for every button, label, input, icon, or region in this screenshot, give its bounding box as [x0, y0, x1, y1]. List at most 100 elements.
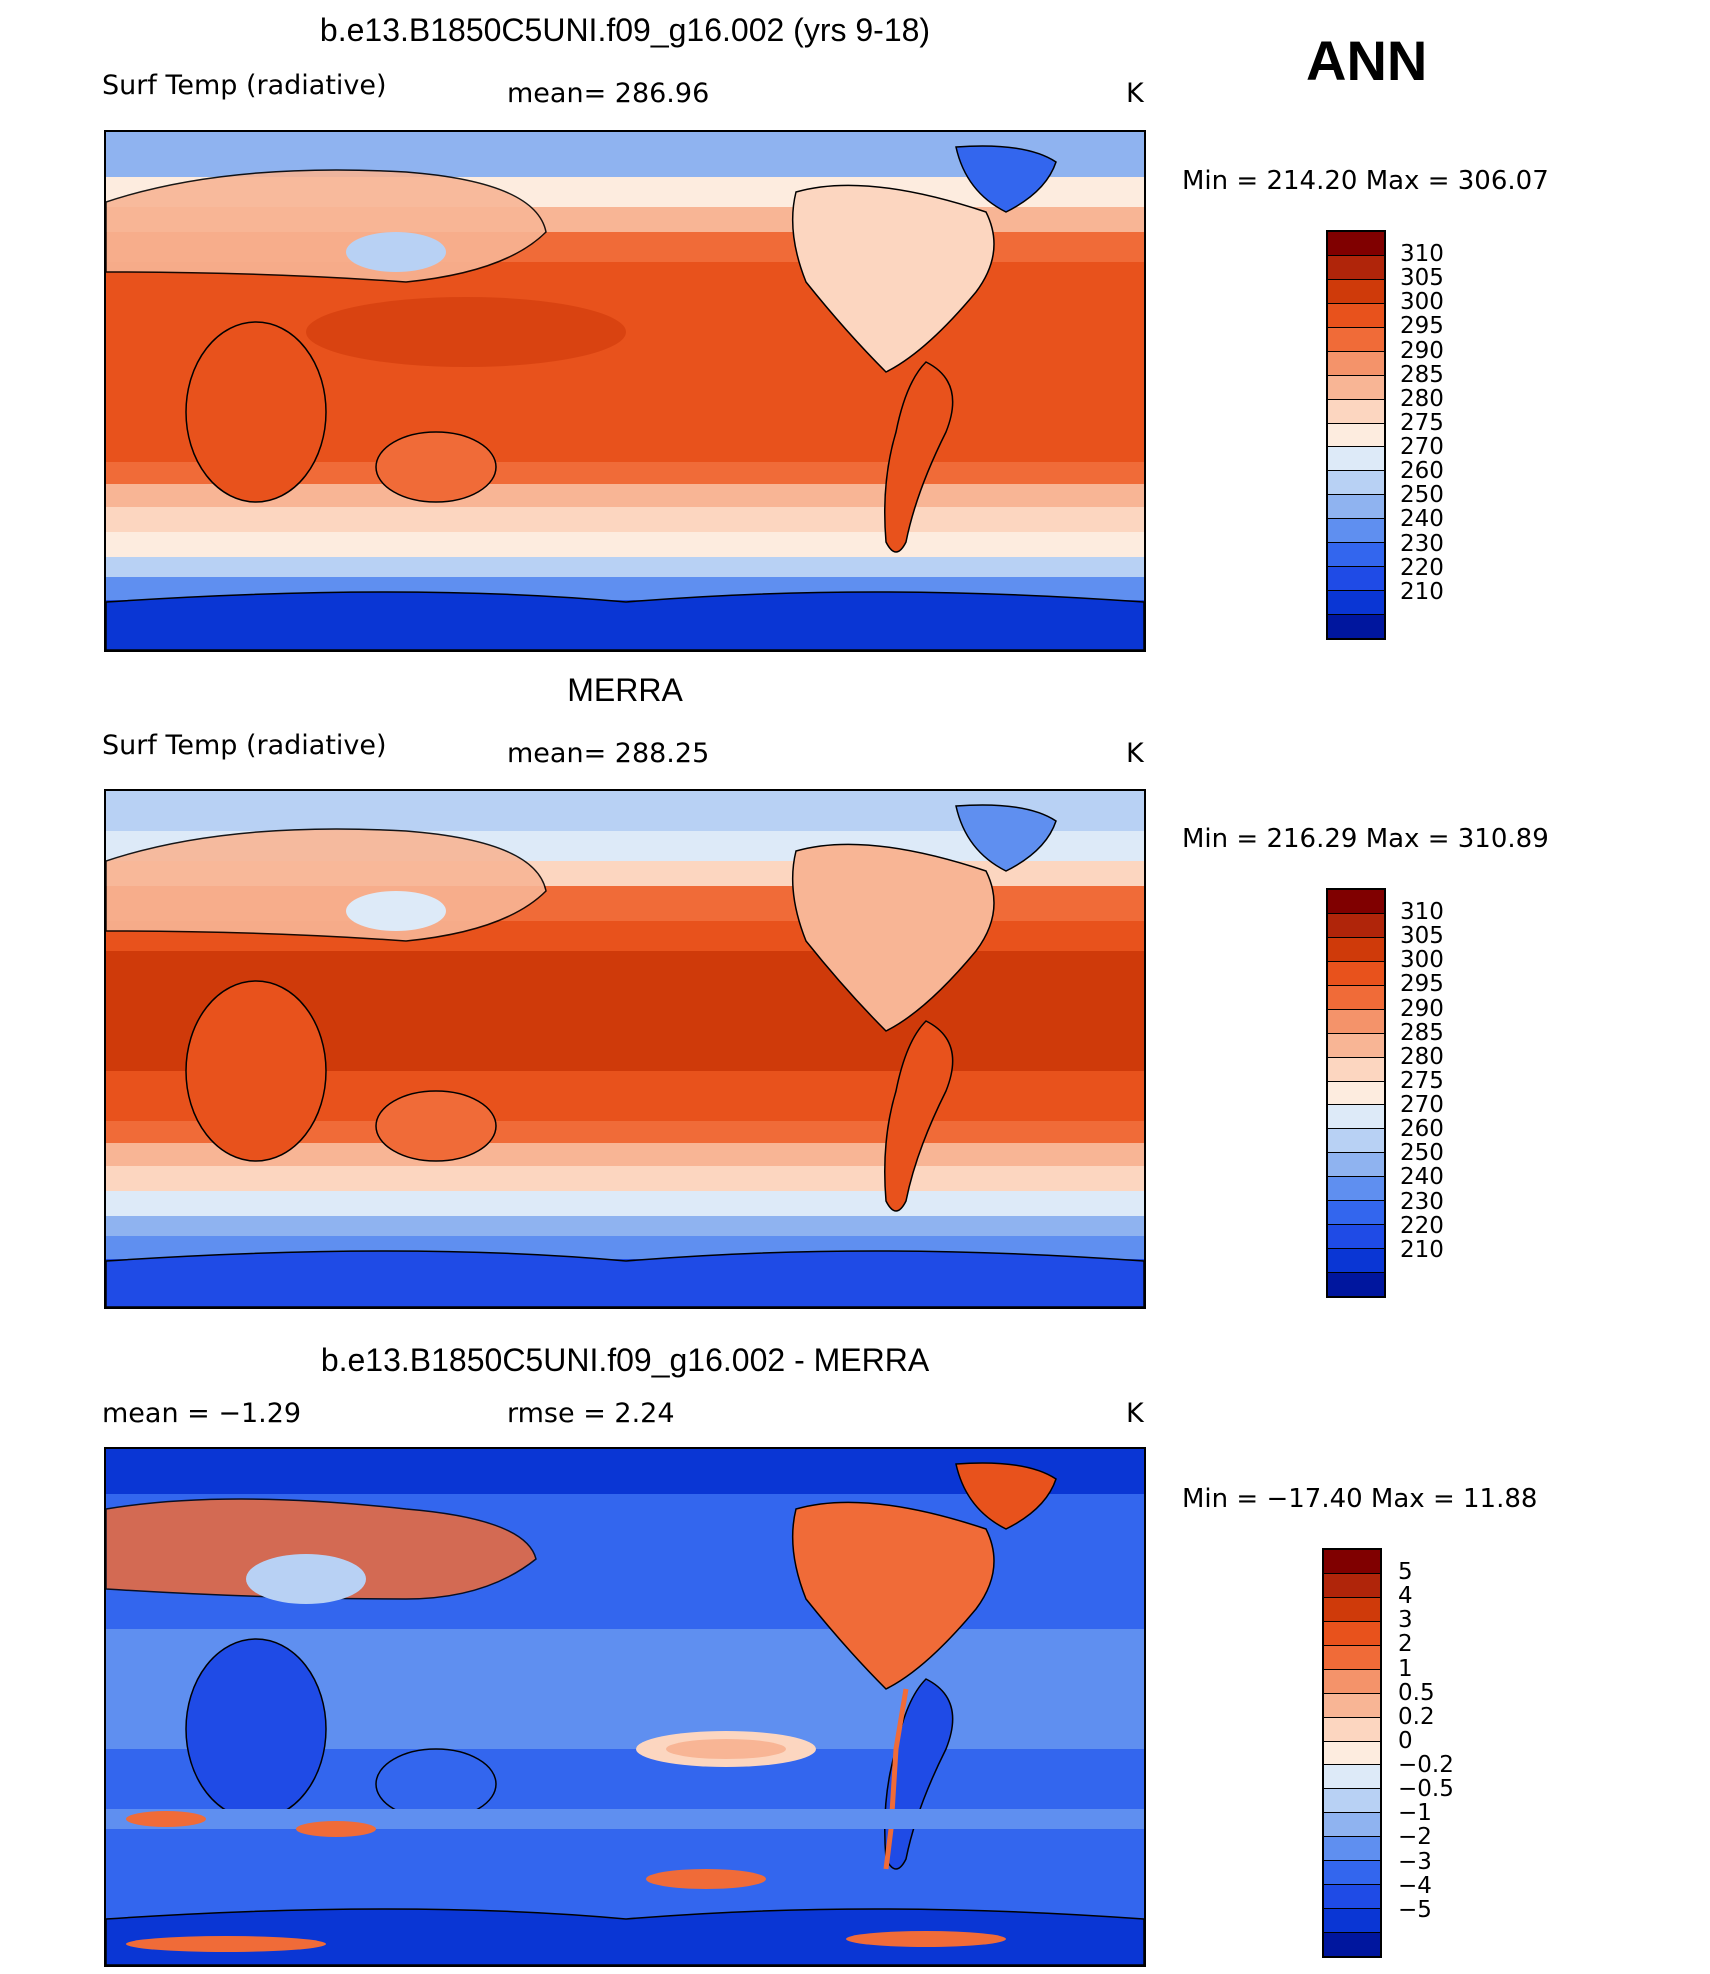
colorbar-swatch — [1328, 327, 1384, 352]
panel3-mean-label: mean = −1.29 — [102, 1398, 302, 1429]
colorbar-level-label: 230 — [1400, 530, 1444, 557]
panel3-map — [104, 1447, 1146, 1967]
colorbar-swatch — [1324, 1693, 1380, 1718]
colorbar-level-label: 310 — [1400, 241, 1444, 268]
panel1-map — [104, 130, 1146, 652]
panel2-map-svg — [106, 791, 1144, 1307]
colorbar-level-label: 300 — [1400, 947, 1444, 974]
colorbar-swatch — [1324, 1837, 1380, 1862]
colorbar-swatch — [1328, 913, 1384, 938]
colorbar-level-label: 3 — [1398, 1607, 1413, 1634]
colorbar-level-label: 305 — [1400, 923, 1444, 950]
colorbar-swatch — [1328, 890, 1384, 914]
colorbar-swatch — [1328, 1273, 1384, 1296]
colorbar-swatch — [1324, 1741, 1380, 1766]
colorbar-swatch — [1328, 303, 1384, 328]
colorbar-level-label: 250 — [1400, 482, 1444, 509]
colorbar-swatch — [1328, 937, 1384, 962]
colorbar-level-label: 220 — [1400, 1212, 1444, 1239]
panel2-title: MERRA — [567, 672, 683, 708]
colorbar-level-label: 270 — [1400, 434, 1444, 461]
colorbar-swatch — [1328, 255, 1384, 280]
panel2-mean-label: mean= 288.25 — [507, 738, 710, 769]
colorbar-level-label: 0.2 — [1398, 1703, 1435, 1730]
colorbar-swatch — [1328, 399, 1384, 424]
panel3-rmse-label: rmse = 2.24 — [507, 1398, 675, 1429]
panel1-mean-label: mean= 286.96 — [507, 78, 710, 109]
panel1-colorbar — [1326, 230, 1386, 640]
colorbar-swatch — [1328, 543, 1384, 568]
colorbar-level-label: 260 — [1400, 458, 1444, 485]
colorbar-swatch — [1324, 1550, 1380, 1574]
colorbar-level-label: 290 — [1400, 337, 1444, 364]
colorbar-level-label: 2 — [1398, 1631, 1413, 1658]
colorbar-swatch — [1324, 1597, 1380, 1622]
colorbar-level-label: −4 — [1398, 1872, 1432, 1899]
colorbar-level-label: 285 — [1400, 361, 1444, 388]
colorbar-swatch — [1328, 1177, 1384, 1202]
colorbar-swatch — [1328, 1009, 1384, 1034]
colorbar-level-label: −5 — [1398, 1896, 1432, 1923]
colorbar-swatch — [1324, 1621, 1380, 1646]
colorbar-swatch — [1328, 232, 1384, 256]
panel1-variable-label: Surf Temp (radiative) — [102, 70, 387, 101]
colorbar-level-label: 5 — [1398, 1559, 1413, 1586]
colorbar-swatch — [1328, 1201, 1384, 1226]
colorbar-level-label: 280 — [1400, 1043, 1444, 1070]
colorbar-swatch — [1324, 1765, 1380, 1790]
colorbar-swatch — [1324, 1813, 1380, 1838]
panel1-title: b.e13.B1850C5UNI.f09_g16.002 (yrs 9-18) — [319, 12, 931, 48]
colorbar-level-label: −3 — [1398, 1848, 1432, 1875]
colorbar-level-label: 310 — [1400, 899, 1444, 926]
colorbar-swatch — [1328, 1105, 1384, 1130]
colorbar-swatch — [1324, 1933, 1380, 1956]
colorbar-level-label: 295 — [1400, 313, 1444, 340]
colorbar-level-label: 230 — [1400, 1188, 1444, 1215]
panel1-minmax: Min = 214.20 Max = 306.07 — [1182, 166, 1549, 196]
colorbar-level-label: 210 — [1400, 578, 1444, 605]
colorbar-level-label: 305 — [1400, 265, 1444, 292]
colorbar-level-label: −1 — [1398, 1800, 1432, 1827]
colorbar-level-label: 275 — [1400, 409, 1444, 436]
colorbar-swatch — [1324, 1789, 1380, 1814]
colorbar-level-label: 240 — [1400, 1164, 1444, 1191]
colorbar-level-label: 220 — [1400, 554, 1444, 581]
colorbar-level-label: 295 — [1400, 971, 1444, 998]
colorbar-level-label: 0.5 — [1398, 1679, 1435, 1706]
colorbar-swatch — [1328, 591, 1384, 615]
colorbar-swatch — [1324, 1717, 1380, 1742]
panel2-variable-label: Surf Temp (radiative) — [102, 730, 387, 761]
colorbar-swatch — [1324, 1669, 1380, 1694]
panel2-minmax: Min = 216.29 Max = 310.89 — [1182, 824, 1549, 854]
colorbar-level-label: 280 — [1400, 385, 1444, 412]
panel2-map — [104, 789, 1146, 1309]
colorbar-swatch — [1328, 1081, 1384, 1106]
colorbar-swatch — [1328, 471, 1384, 496]
colorbar-level-label: 240 — [1400, 506, 1444, 533]
colorbar-swatch — [1328, 1225, 1384, 1250]
colorbar-swatch — [1328, 1153, 1384, 1178]
colorbar-swatch — [1328, 351, 1384, 376]
panel1-map-svg — [106, 132, 1144, 650]
colorbar-swatch — [1328, 375, 1384, 400]
colorbar-swatch — [1328, 447, 1384, 472]
colorbar-level-label: 250 — [1400, 1140, 1444, 1167]
colorbar-swatch — [1328, 279, 1384, 304]
colorbar-swatch — [1328, 1249, 1384, 1273]
colorbar-swatch — [1328, 519, 1384, 544]
colorbar-level-label: 285 — [1400, 1019, 1444, 1046]
colorbar-level-label: 300 — [1400, 289, 1444, 316]
colorbar-swatch — [1324, 1645, 1380, 1670]
colorbar-swatch — [1328, 1129, 1384, 1154]
colorbar-level-label: −0.2 — [1398, 1752, 1454, 1779]
panel3-title: b.e13.B1850C5UNI.f09_g16.002 - MERRA — [320, 1342, 930, 1378]
colorbar-swatch — [1324, 1573, 1380, 1598]
colorbar-level-label: 0 — [1398, 1727, 1413, 1754]
colorbar-swatch — [1328, 615, 1384, 638]
colorbar-swatch — [1328, 495, 1384, 520]
colorbar-level-label: 4 — [1398, 1583, 1413, 1610]
colorbar-level-label: −2 — [1398, 1824, 1432, 1851]
panel2-colorbar — [1326, 888, 1386, 1298]
colorbar-swatch — [1328, 567, 1384, 592]
